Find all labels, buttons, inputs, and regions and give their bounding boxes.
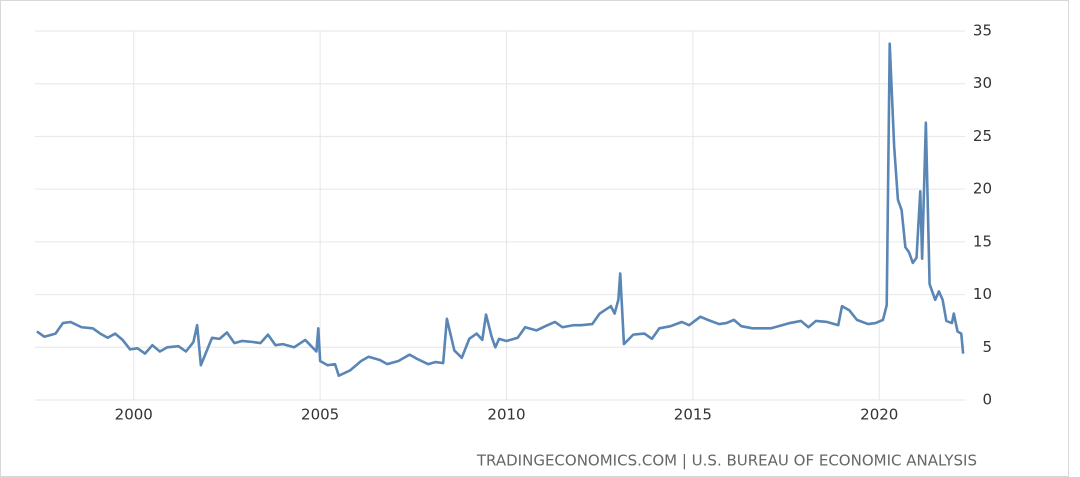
y-tick-label: 30 [973, 74, 992, 92]
y-tick-label: 5 [982, 338, 992, 356]
x-tick-label: 2020 [860, 406, 898, 424]
y-tick-label: 20 [973, 180, 992, 198]
line [36, 42, 965, 378]
y-tick-label: 10 [973, 285, 992, 303]
x-tick-label: 2010 [487, 406, 525, 424]
y-tick-label: 35 [973, 22, 992, 40]
y-tick-label: 0 [982, 391, 992, 409]
x-tick-label: 2005 [301, 406, 339, 424]
source: TRADINGECONOMICS.COM | U.S. BUREAU OF EC… [476, 452, 977, 470]
x-tick-label: 2015 [674, 406, 712, 424]
y-tick-label: 25 [973, 127, 992, 145]
x-tick-label: 2000 [115, 406, 153, 424]
y-tick-label: 15 [973, 232, 992, 250]
